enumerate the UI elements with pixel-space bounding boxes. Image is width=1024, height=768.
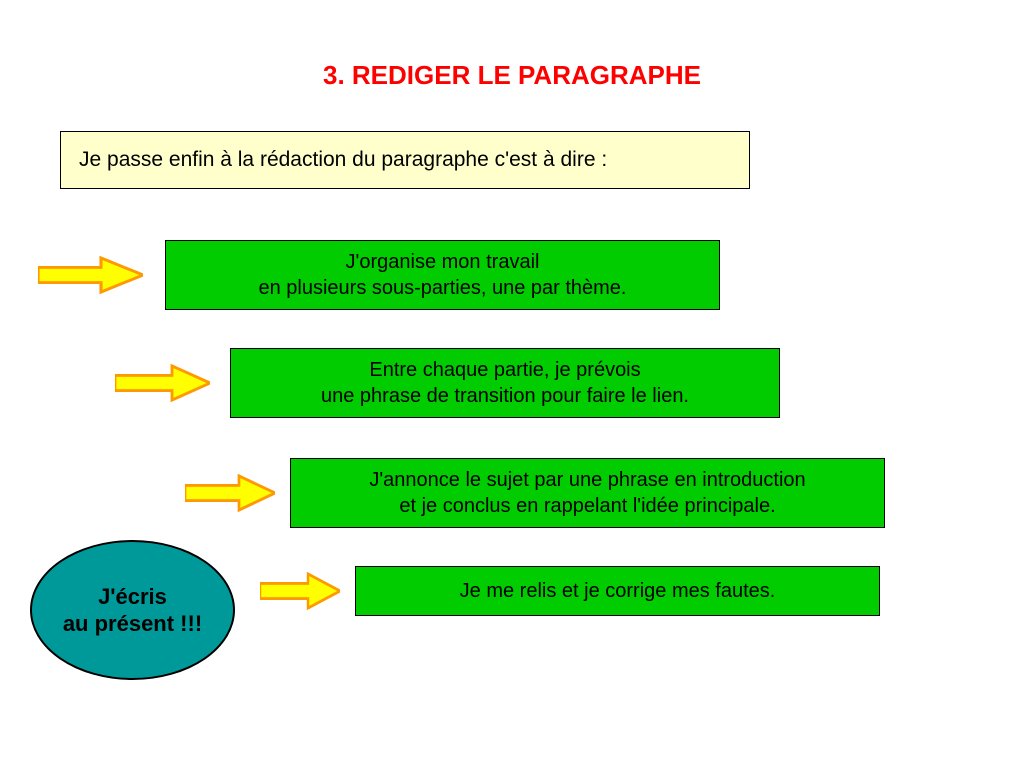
note-ellipse: J'écris au présent !!! [30,540,235,680]
step-box-2: Entre chaque partie, je prévois une phra… [230,348,780,418]
intro-text: Je passe enfin à la rédaction du paragra… [79,148,607,172]
step-box-3: J'annonce le sujet par une phrase en int… [290,458,885,528]
intro-box: Je passe enfin à la rédaction du paragra… [60,131,750,189]
step-3-line2: et je conclus en rappelant l'idée princi… [399,493,775,519]
ellipse-line2: au présent !!! [63,610,202,638]
step-3-line1: J'annonce le sujet par une phrase en int… [369,467,805,493]
arrow-icon [38,256,143,294]
arrow-icon [185,474,275,512]
step-4-line1: Je me relis et je corrige mes fautes. [460,578,776,604]
step-1-line2: en plusieurs sous-parties, une par thème… [259,275,627,301]
ellipse-line1: J'écris [98,583,167,611]
arrow-icon [115,364,210,402]
step-box-4: Je me relis et je corrige mes fautes. [355,566,880,616]
step-2-line1: Entre chaque partie, je prévois [369,357,640,383]
step-1-line1: J'organise mon travail [346,249,540,275]
step-2-line2: une phrase de transition pour faire le l… [321,383,689,409]
page-title: 3. REDIGER LE PARAGRAPHE [0,60,1024,91]
step-box-1: J'organise mon travail en plusieurs sous… [165,240,720,310]
arrow-icon [260,572,340,610]
